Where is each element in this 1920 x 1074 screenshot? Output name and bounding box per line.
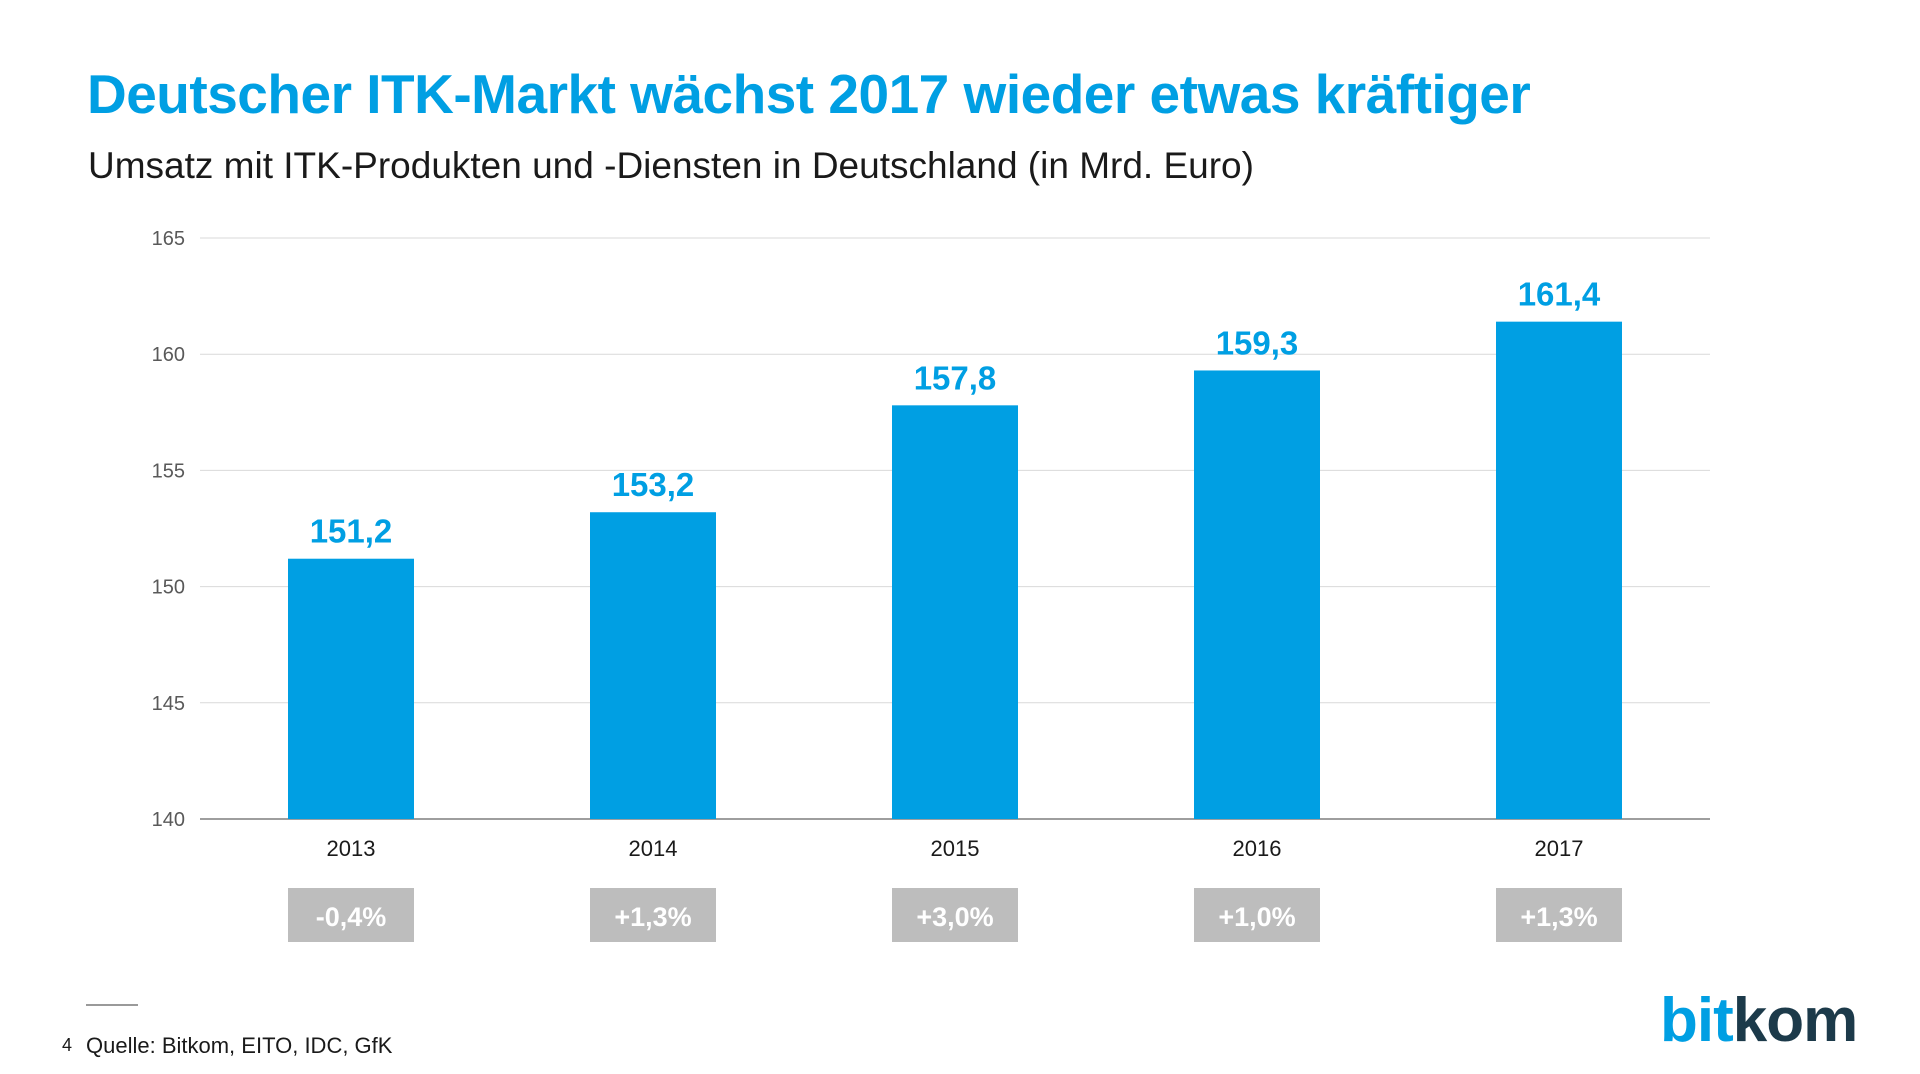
- x-tick-label: 2013: [327, 836, 376, 861]
- growth-badge: [590, 888, 716, 942]
- growth-badge-label: +1,0%: [1218, 902, 1295, 932]
- chart-title: Deutscher ITK-Markt wächst 2017 wieder e…: [87, 63, 1531, 125]
- bar-value-label: 159,3: [1216, 324, 1299, 361]
- bar: [892, 405, 1018, 819]
- y-axis-ticks: 140 145 150 155 160 165: [152, 228, 185, 831]
- x-tick-label: 2016: [1233, 836, 1282, 861]
- x-tick-label: 2014: [629, 836, 678, 861]
- chart-subtitle: Umsatz mit ITK-Produkten und -Diensten i…: [88, 145, 1254, 186]
- growth-badges: -0,4% +1,3% +3,0% +1,0% +1,3%: [288, 888, 1622, 942]
- y-tick-label: 165: [152, 228, 185, 250]
- y-tick-label: 160: [152, 344, 185, 366]
- growth-badge: [892, 888, 1018, 942]
- bar-value-label: 161,4: [1518, 276, 1601, 313]
- bitkom-logo: bitkom: [1660, 990, 1858, 1052]
- logo-part-kom: kom: [1732, 986, 1858, 1055]
- y-tick-label: 150: [152, 577, 185, 599]
- y-tick-label: 145: [152, 693, 185, 715]
- source-note: Quelle: Bitkom, EITO, IDC, GfK: [86, 1033, 393, 1058]
- growth-badge: [1496, 888, 1622, 942]
- bar: [1194, 370, 1320, 819]
- growth-badge-label: -0,4%: [316, 902, 387, 932]
- bar: [1496, 321, 1622, 819]
- bar: [288, 558, 414, 819]
- x-tick-label: 2015: [931, 836, 980, 861]
- bar-value-label: 157,8: [914, 359, 997, 396]
- x-tick-label: 2017: [1535, 836, 1584, 861]
- footer-divider: [86, 1004, 138, 1006]
- logo-part-bit: bit: [1660, 986, 1734, 1055]
- growth-badge-label: +1,3%: [614, 902, 691, 932]
- bar: [590, 512, 716, 819]
- bar-value-label: 151,2: [310, 513, 393, 550]
- value-labels: 151,2 153,2 157,8 159,3 161,4: [310, 276, 1601, 550]
- growth-badge-label: +3,0%: [916, 902, 993, 932]
- bars: [288, 321, 1622, 819]
- y-tick-label: 140: [152, 809, 185, 831]
- page-number: 4: [62, 1035, 73, 1055]
- y-tick-label: 155: [152, 460, 185, 482]
- bar-value-label: 153,2: [612, 466, 695, 503]
- growth-badge-label: +1,3%: [1520, 902, 1597, 932]
- x-axis-ticks: 2013 2014 2015 2016 2017: [327, 836, 1584, 861]
- growth-badge: [288, 888, 414, 942]
- growth-badge: [1194, 888, 1320, 942]
